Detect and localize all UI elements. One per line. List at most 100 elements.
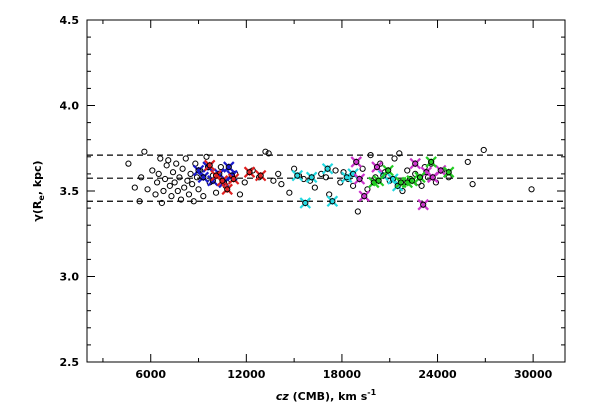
circle-point	[171, 179, 178, 186]
circle-point	[278, 181, 285, 188]
star-point	[197, 171, 210, 184]
circle-point	[480, 146, 487, 154]
circle-point	[152, 191, 159, 198]
star-point	[371, 161, 383, 173]
star-point	[203, 159, 216, 172]
circle-point	[176, 174, 183, 181]
circle-point	[168, 193, 175, 200]
circle-point	[396, 150, 403, 157]
star-point	[417, 198, 429, 211]
circle-point	[169, 169, 177, 176]
circle-point	[179, 165, 186, 172]
star-point	[414, 171, 426, 184]
y-tick-label: 4.5	[60, 14, 80, 27]
circle-point	[165, 157, 172, 164]
reference-lines	[87, 154, 565, 202]
star-point	[321, 162, 334, 175]
circle-point	[418, 182, 425, 189]
circle-point	[464, 158, 471, 166]
data-points	[125, 146, 535, 215]
star-point	[409, 157, 422, 170]
circle-point	[149, 167, 156, 174]
circle-point	[184, 177, 191, 184]
star-point	[406, 174, 418, 187]
star-point	[221, 183, 233, 196]
circle-point	[161, 175, 169, 183]
circle-point	[241, 179, 248, 186]
star-point	[442, 166, 455, 178]
star-point	[227, 173, 240, 185]
circle-point	[131, 184, 138, 191]
circle-point	[189, 181, 196, 188]
y-tick-label: 4.0	[60, 100, 80, 113]
circle-point	[190, 198, 197, 205]
circle-point	[200, 193, 207, 200]
circle-point	[262, 148, 269, 155]
circle-point	[322, 174, 330, 181]
circle-point	[399, 187, 406, 195]
circle-point	[173, 160, 180, 167]
star-point	[425, 156, 437, 168]
y-axis-title: γ(Re, kpc)	[31, 160, 46, 221]
circle-point	[174, 187, 181, 195]
circle-point	[236, 191, 244, 198]
star-point	[326, 195, 339, 208]
star-point	[382, 164, 394, 177]
circle-point	[217, 163, 224, 171]
y-axis-ticks: 2.5 3.0 3.5 4.0 4.5	[60, 14, 565, 369]
circle-point	[136, 198, 143, 205]
circle-point	[154, 179, 161, 186]
x-tick-label: 30000	[514, 368, 553, 381]
circle-point	[187, 170, 194, 177]
x-axis-ticks: 6000 12000 18000 24000 30000	[102, 20, 553, 381]
circle-point	[291, 165, 298, 172]
circle-point	[270, 177, 277, 184]
star-point	[254, 169, 267, 182]
circle-point	[528, 186, 535, 193]
x-tick-label: 24000	[418, 368, 457, 381]
circle-point	[160, 187, 167, 195]
star-point	[358, 190, 371, 202]
x-axis-title: cz (CMB), km s-1	[276, 388, 377, 403]
circle-point	[311, 184, 318, 191]
y-tick-label: 3.0	[60, 271, 80, 284]
circle-point	[367, 151, 374, 159]
circle-point	[265, 150, 272, 157]
star-point	[372, 174, 385, 187]
circle-point	[286, 189, 293, 196]
x-tick-label: 18000	[323, 368, 362, 381]
circle-point	[212, 189, 220, 196]
y-tick-label: 3.5	[60, 185, 80, 198]
circle-point	[157, 155, 164, 162]
circle-point	[166, 182, 173, 189]
circle-point	[332, 167, 339, 174]
circle-point	[326, 191, 333, 198]
circle-point	[158, 199, 165, 207]
star-point	[291, 169, 304, 182]
circle-point	[144, 186, 151, 193]
circle-point	[275, 170, 282, 177]
y-tick-label: 2.5	[60, 356, 80, 369]
circle-point	[138, 174, 145, 181]
circle-point	[181, 184, 188, 191]
circle-point	[155, 170, 162, 177]
circle-point	[163, 162, 170, 169]
circle-point	[141, 148, 148, 155]
circle-point	[182, 155, 189, 162]
star-point	[353, 173, 366, 185]
star-point	[299, 197, 312, 209]
circle-point	[359, 165, 366, 172]
x-tick-label: 6000	[135, 368, 166, 381]
star-point	[350, 156, 363, 168]
circle-point	[177, 196, 185, 203]
circle-point	[193, 174, 201, 181]
star-point	[243, 166, 256, 178]
circle-point	[195, 186, 202, 193]
star-point	[223, 161, 235, 173]
star-point	[216, 174, 229, 187]
circle-point	[404, 167, 411, 174]
circle-point	[469, 181, 476, 188]
x-tick-label: 12000	[227, 368, 266, 381]
circle-point	[185, 191, 193, 198]
